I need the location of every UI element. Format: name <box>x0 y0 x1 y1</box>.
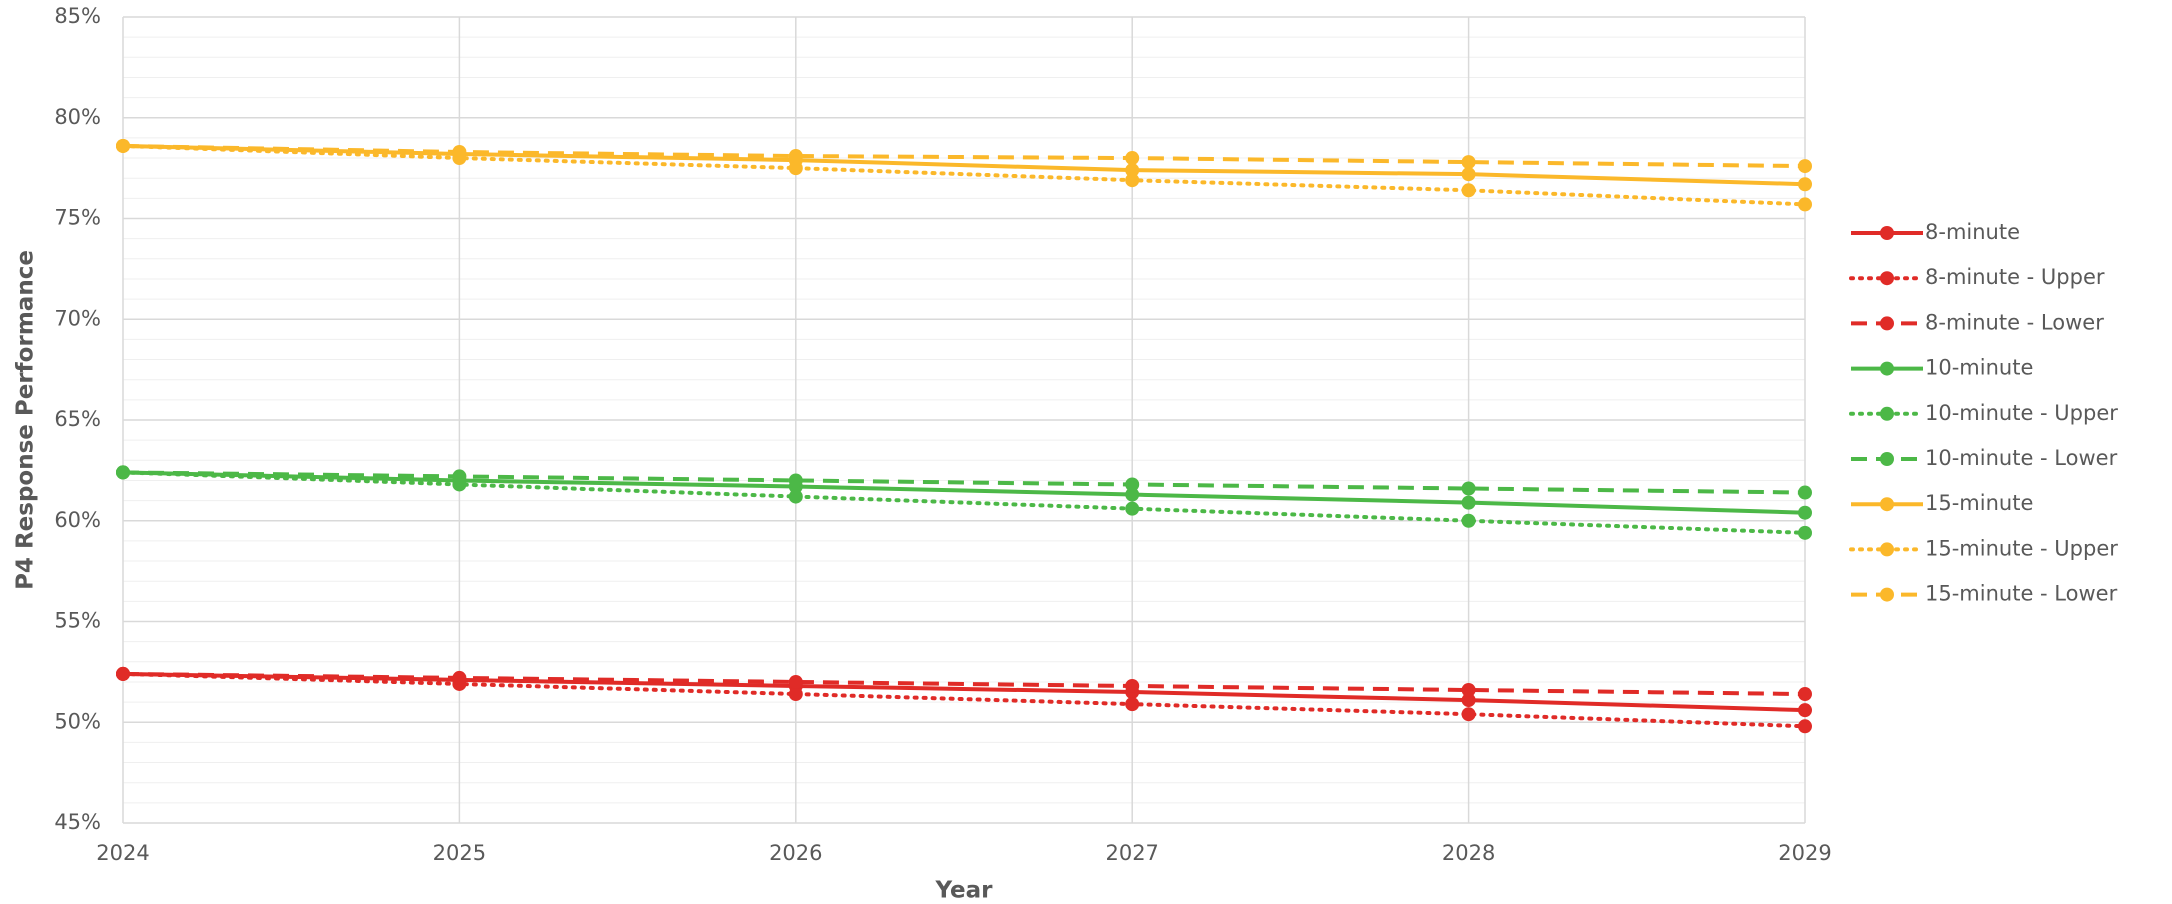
legend-label: 10-minute <box>1925 356 2033 380</box>
marker <box>1461 513 1476 528</box>
legend-label: 15-minute <box>1925 491 2033 515</box>
series-line <box>122 470 1806 495</box>
legend-label: 10-minute - Lower <box>1925 446 2118 470</box>
legend-marker <box>1880 587 1894 602</box>
legend-marker <box>1880 497 1894 512</box>
legend-marker <box>1880 406 1894 421</box>
marker <box>1461 155 1476 170</box>
marker <box>788 161 803 176</box>
legend-label: 15-minute - Upper <box>1925 536 2118 560</box>
marker <box>1125 163 1140 178</box>
marker <box>1461 693 1476 708</box>
marker <box>1461 683 1476 698</box>
marker <box>452 670 467 685</box>
marker <box>116 465 130 480</box>
marker <box>1798 703 1812 718</box>
series-line <box>121 143 1807 207</box>
legend-label: 15-minute - Lower <box>1925 582 2118 606</box>
marker <box>788 674 803 689</box>
marker <box>1125 477 1140 492</box>
series-line <box>121 470 1807 535</box>
marker <box>1461 183 1476 198</box>
marker <box>788 687 803 702</box>
legend-label: 10-minute - Upper <box>1925 401 2118 425</box>
marker <box>116 138 130 153</box>
marker <box>1125 151 1140 166</box>
y-tick-label: 55% <box>54 609 101 633</box>
marker <box>452 145 467 160</box>
y-axis-title: P4 Response Performance <box>13 250 39 590</box>
x-tick-label: 2025 <box>433 841 486 865</box>
marker <box>1461 495 1476 510</box>
legend-marker <box>1880 452 1894 466</box>
y-tick-label: 85% <box>54 4 101 28</box>
marker <box>1125 487 1140 502</box>
marker <box>116 666 130 681</box>
marker <box>788 489 803 504</box>
x-axis-title: Year <box>934 878 993 904</box>
series-line <box>122 671 1806 697</box>
marker <box>1798 485 1812 500</box>
series-line <box>122 470 1806 515</box>
x-tick-label: 2024 <box>96 841 149 865</box>
marker <box>1798 177 1812 192</box>
marker <box>1798 525 1812 540</box>
marker <box>452 469 467 484</box>
x-tick-label: 2026 <box>769 841 822 865</box>
marker <box>1798 687 1812 702</box>
marker <box>1461 707 1476 722</box>
marker <box>788 149 803 164</box>
marker <box>1125 697 1140 712</box>
legend-marker <box>1880 542 1894 557</box>
y-tick-label: 45% <box>54 810 101 834</box>
marker <box>1125 173 1140 188</box>
y-tick-label: 50% <box>54 709 101 733</box>
x-tick-label: 2029 <box>1778 841 1831 865</box>
series-line <box>122 143 1806 169</box>
x-tick-label: 2027 <box>1105 841 1158 865</box>
marker <box>1798 505 1812 520</box>
y-tick-label: 80% <box>54 105 101 129</box>
marker <box>1125 501 1140 516</box>
series-line <box>121 671 1807 729</box>
marker <box>1798 719 1812 734</box>
marker <box>1461 481 1476 496</box>
y-tick-label: 60% <box>54 508 101 532</box>
marker <box>1461 167 1476 182</box>
y-tick-label: 75% <box>54 206 101 230</box>
legend-label: 8-minute - Upper <box>1925 265 2105 289</box>
y-tick-label: 70% <box>54 306 101 330</box>
legend-marker <box>1880 271 1894 286</box>
legend-marker <box>1880 361 1894 376</box>
legend-label: 8-minute <box>1925 220 2020 244</box>
x-tick-label: 2028 <box>1442 841 1495 865</box>
marker <box>788 473 803 488</box>
legend-marker <box>1880 316 1894 331</box>
legend-marker <box>1880 226 1894 240</box>
y-tick-label: 65% <box>54 407 101 431</box>
legend-label: 8-minute - Lower <box>1925 310 2104 334</box>
marker <box>1798 197 1812 212</box>
marker <box>1798 159 1812 174</box>
marker <box>1125 678 1140 693</box>
